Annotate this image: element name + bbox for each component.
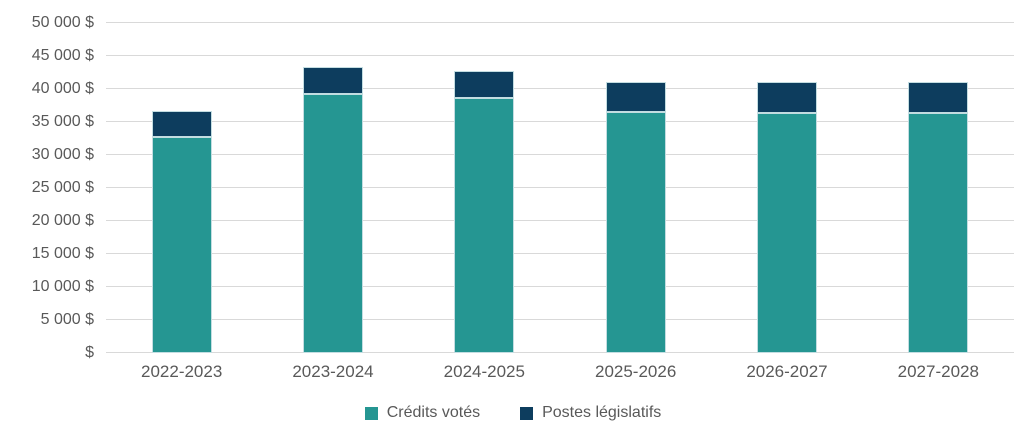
bar-2023-2024 (302, 66, 363, 353)
bar-segment-Postes législatifs-2027-2028 (908, 81, 969, 113)
gridline (106, 22, 1014, 23)
bar-slot-2026-2027 (711, 23, 862, 353)
bar-2026-2027 (756, 81, 817, 353)
bar-slot-2022-2023 (106, 23, 257, 353)
bar-segment-Postes législatifs-2025-2026 (605, 82, 666, 113)
gridline (106, 88, 1014, 89)
bar-2022-2023 (151, 111, 212, 353)
y-tick-label: 25 000 $ (31, 179, 94, 196)
gridline (106, 55, 1014, 56)
bar-segment-Postes législatifs-2023-2024 (302, 66, 363, 94)
legend-swatch-icon (520, 406, 534, 420)
bar-segment-Crédits votés-2025-2026 (605, 112, 666, 353)
bar-slot-2024-2025 (409, 23, 560, 353)
y-tick-label: 15 000 $ (31, 245, 94, 262)
y-tick-label: 20 000 $ (31, 212, 94, 229)
y-tick-label: 50 000 $ (31, 14, 94, 31)
chart-legend: Crédits votés Postes législatifs (0, 404, 1026, 422)
gridline (106, 121, 1014, 122)
bar-segment-Postes législatifs-2022-2023 (151, 111, 212, 137)
legend-swatch-icon (364, 406, 378, 420)
gridline (106, 352, 1014, 353)
legend-item-Postes législatifs: Postes législatifs (520, 404, 661, 422)
bar-segment-Crédits votés-2026-2027 (756, 112, 817, 353)
x-tick-label-2025-2026: 2025-2026 (594, 362, 677, 381)
gridline (106, 187, 1014, 188)
legend-label: Postes législatifs (542, 404, 662, 421)
y-tick-label: 30 000 $ (31, 146, 94, 163)
x-tick-label-2027-2028: 2027-2028 (897, 362, 979, 381)
legend-label: Crédits votés (386, 404, 481, 421)
gridline (106, 286, 1014, 287)
bar-slot-2025-2026 (560, 23, 711, 353)
y-tick-label: 5 000 $ (40, 311, 94, 328)
bar-slot-2027-2028 (863, 23, 1014, 353)
legend-item-Crédits votés: Crédits votés (364, 404, 481, 422)
x-tick-label-2022-2023: 2022-2023 (141, 362, 223, 381)
y-tick-label: 45 000 $ (31, 47, 94, 64)
bar-segment-Postes législatifs-2024-2025 (454, 71, 515, 99)
y-tick-label: 10 000 $ (31, 278, 94, 295)
bar-segment-Postes législatifs-2026-2027 (756, 81, 817, 113)
bar-slot-2023-2024 (257, 23, 408, 353)
x-tick-label-2023-2024: 2023-2024 (292, 362, 374, 381)
bar-segment-Crédits votés-2024-2025 (454, 98, 515, 353)
plot-area (106, 22, 1014, 353)
gridline (106, 319, 1014, 320)
y-tick-label: $ (85, 344, 94, 361)
bar-segment-Crédits votés-2027-2028 (908, 112, 969, 353)
x-axis: 2022-2023 2023-2024 2024-2025 2025-2026 2026… (106, 362, 1014, 382)
x-tick-label-2026-2027: 2026-2027 (746, 362, 828, 381)
y-tick-label: 35 000 $ (31, 113, 94, 130)
gridline (106, 154, 1014, 155)
y-tick-label: 40 000 $ (31, 80, 94, 97)
gridline (106, 220, 1014, 221)
bar-2027-2028 (908, 81, 969, 353)
gridline (106, 253, 1014, 254)
bar-segment-Crédits votés-2023-2024 (302, 93, 363, 353)
bar-2024-2025 (454, 71, 515, 353)
bar-segment-Crédits votés-2022-2023 (151, 136, 212, 353)
x-tick-label-2024-2025: 2024-2025 (443, 362, 525, 381)
bar-2025-2026 (605, 82, 666, 353)
y-axis: $5 000 $ 10 000 $ 15 000 $ 20 000 $ 25 000 $… (0, 14, 94, 361)
